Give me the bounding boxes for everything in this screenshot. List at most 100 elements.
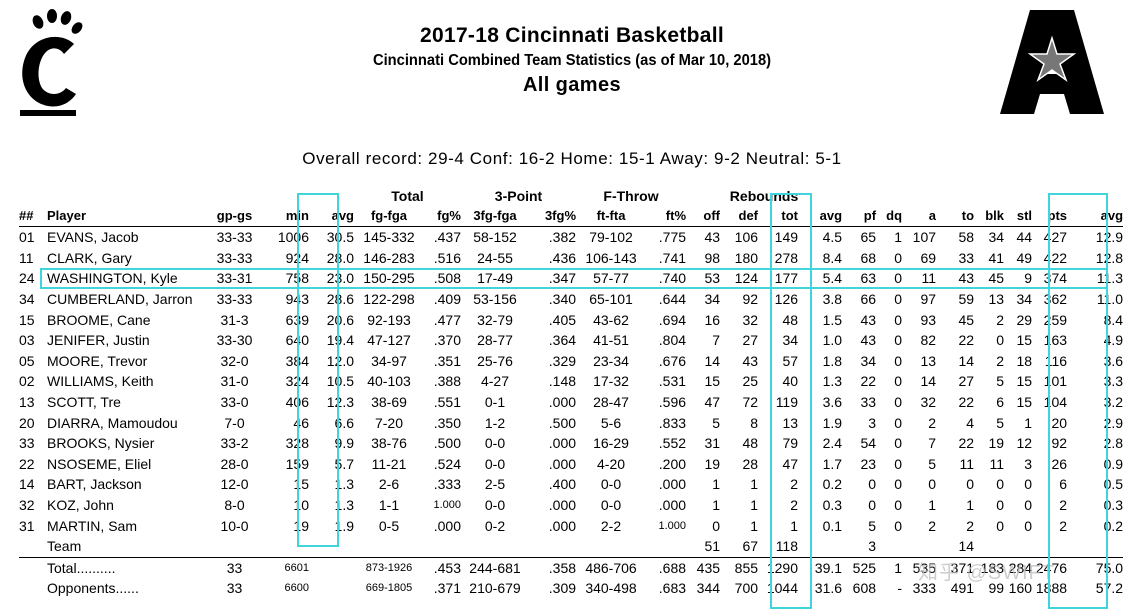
- cell-to: 0: [966, 476, 975, 493]
- cell-a: 97: [920, 291, 937, 308]
- cell-dq: 0: [894, 332, 903, 349]
- cell-to: 2: [966, 517, 975, 534]
- col-header-pts: pts: [1032, 206, 1068, 227]
- cell-gp-gs: 33-33: [216, 229, 253, 246]
- cell-gp-gs: 7-0: [224, 414, 245, 431]
- cell-fg-fga: 38-76: [371, 435, 407, 452]
- cell-fg-fga: [354, 536, 424, 557]
- cell-ft-pct: .740: [658, 270, 687, 287]
- cell-off: 1: [712, 497, 721, 514]
- cell-pf: 43: [860, 311, 877, 328]
- cell-stl: 12: [1016, 435, 1033, 452]
- cell-number: 33: [19, 435, 35, 452]
- player-row: 01 EVANS, Jacob 33-33 1006 30.5 145-332 .437 58…: [19, 227, 1123, 248]
- cell-gp-gs: 33-33: [216, 291, 253, 308]
- cell-reb-avg: 4.5: [822, 229, 843, 246]
- group-header-rebounds: Rebounds: [729, 188, 799, 204]
- cell-fg-fga: 1-1: [378, 497, 400, 514]
- cell-min-avg: 5.7: [334, 455, 354, 472]
- cell-tot: 1: [790, 517, 799, 534]
- cell-def: 27: [742, 332, 759, 349]
- cell-off: 53: [704, 270, 721, 287]
- cell-3fg-pct: .347: [548, 270, 577, 287]
- cell-pts-avg: 75.0: [1067, 556, 1124, 579]
- cell-3fg-pct: .500: [548, 414, 577, 431]
- cell-min-avg: 23.0: [326, 270, 354, 287]
- cell-min: 639: [285, 311, 309, 328]
- cell-gp-gs: [207, 536, 262, 557]
- cell-dq: 0: [894, 373, 903, 390]
- cell-player: Opponents......: [47, 580, 139, 597]
- cell-ft-fta: 23-34: [593, 352, 629, 369]
- cell-fg-pct: .551: [433, 394, 461, 411]
- cell-min-avg: 19.4: [326, 332, 354, 349]
- player-row: 02 WILLIAMS, Keith 31-0 324 10.5 40-103 .388 4-…: [19, 371, 1123, 392]
- cell-3fg-fga: 0-0: [484, 497, 506, 514]
- col-header-off: off: [686, 206, 721, 227]
- cell-a: 7: [928, 435, 937, 452]
- cell-a: 2: [928, 517, 937, 534]
- cell-ft-pct: .775: [658, 229, 687, 246]
- cell-tot: 149: [774, 229, 799, 246]
- cell-3fg-fga: 0-1: [484, 394, 506, 411]
- cell-3fg-fga: 58-152: [473, 229, 517, 246]
- cell-min-avg: 9.9: [334, 435, 354, 452]
- cell-fg-pct: [424, 536, 461, 557]
- cell-pts-avg: 4.9: [1103, 332, 1124, 349]
- cell-fg-fga: 34-97: [371, 352, 407, 369]
- cell-min-avg: 1.9: [334, 517, 354, 534]
- cell-dq: 0: [894, 497, 903, 514]
- cell-tot: 2: [790, 476, 799, 493]
- col-header-3fg-fga: 3fg-fga: [461, 206, 529, 227]
- cell-to: 59: [958, 291, 975, 308]
- cell-tot: 1044: [766, 580, 799, 597]
- cell-off: 47: [704, 394, 721, 411]
- cell-off: 5: [712, 414, 721, 431]
- cell-min-avg: 30.5: [326, 229, 354, 246]
- cell-blk: 45: [988, 270, 1005, 287]
- cell-pts: 26: [1051, 455, 1068, 472]
- player-row: 22 NSOSEME, Eliel 28-0 159 5.7 11-21 .524 0-0 .0…: [19, 454, 1123, 475]
- cell-blk: 2: [996, 352, 1005, 369]
- cell-3fg-pct: .329: [548, 352, 577, 369]
- col-header-pf: pf: [842, 206, 877, 227]
- cell-def: 32: [742, 311, 759, 328]
- cell-to: 22: [958, 435, 975, 452]
- cell-off: 16: [704, 311, 721, 328]
- cell-to: 491: [950, 580, 975, 597]
- cell-ft-fta: 79-102: [589, 229, 633, 246]
- cell-pf: 5: [868, 517, 877, 534]
- cell-pts: 374: [1043, 270, 1068, 287]
- cell-ft-fta: 17-32: [593, 373, 629, 390]
- cell-pf: 63: [860, 270, 877, 287]
- player-row: 32 KOZ, John 8-0 10 1.3 1-1 1.000 0-0.000 0-0.00…: [19, 495, 1123, 516]
- col-header-def: def: [720, 206, 759, 227]
- cell-ft-pct: .688: [646, 556, 687, 579]
- cell-min: 640: [285, 332, 309, 349]
- cell-pts-avg: 3.6: [1103, 352, 1124, 369]
- cell-stl: 15: [1016, 373, 1033, 390]
- cell-gp-gs: 28-0: [220, 455, 249, 472]
- cell-pts: 92: [1051, 435, 1068, 452]
- cell-pts-avg: 11.3: [1096, 270, 1124, 287]
- cell-gp-gs: 12-0: [220, 476, 249, 493]
- paw-toe-1: [32, 15, 44, 29]
- cell-stl: 29: [1016, 311, 1033, 328]
- cell-ft-pct: .741: [658, 249, 687, 266]
- player-row: 31 MARTIN, Sam 10-0 19 1.9 0-5 .000 0-2 .000 2-2 1…: [19, 515, 1123, 536]
- cell-3fg-fga: 1-2: [484, 414, 506, 431]
- cell-min: 328: [285, 435, 309, 452]
- cell-pf: 54: [860, 435, 877, 452]
- cell-fg-pct: .370: [433, 332, 461, 349]
- cell-ft-fta: 2-2: [600, 517, 622, 534]
- cell-3fg-pct: .340: [548, 291, 577, 308]
- cell-pf: 43: [860, 332, 877, 349]
- cell-player: DIARRA, Mamoudou: [47, 414, 178, 431]
- cell-blk: 0: [996, 497, 1005, 514]
- cell-off: 0: [712, 517, 721, 534]
- cell-off: 31: [704, 435, 721, 452]
- cell-reb-avg: [798, 536, 842, 557]
- cell-3fg-fga: 210-679: [469, 580, 521, 597]
- cell-min-avg: [309, 578, 354, 599]
- cell-3fg-pct: .364: [548, 332, 577, 349]
